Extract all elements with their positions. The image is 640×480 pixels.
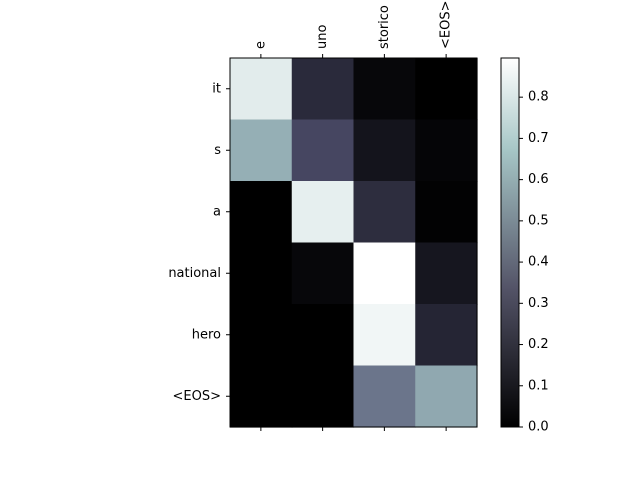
colorbar-tick-label: 0.8 xyxy=(528,90,549,105)
heatmap-cell-r4-c1 xyxy=(291,304,355,367)
y-tick-label: it xyxy=(212,81,221,96)
x-tick-label: <EOS> xyxy=(439,1,454,49)
heatmap-cell-r5-c1 xyxy=(291,365,355,428)
colorbar-tick-label: 0.1 xyxy=(528,378,549,393)
colorbar-tick-label: 0.5 xyxy=(528,213,549,228)
heatmap-cell-r4-c2 xyxy=(353,304,416,367)
heatmap-cell-r2-c3 xyxy=(415,181,478,244)
y-tick-label: <EOS> xyxy=(173,389,221,404)
y-tick-label: s xyxy=(214,143,221,158)
colorbar-tick-label: 0.2 xyxy=(528,337,549,352)
heatmap-cells xyxy=(230,58,478,428)
colorbar-tick-label: 0.4 xyxy=(528,255,549,270)
heatmap-cell-r1-c2 xyxy=(353,119,416,182)
heatmap-cell-r0-c1 xyxy=(291,58,355,121)
heatmap-cell-r3-c2 xyxy=(353,242,416,305)
heatmap-cell-r5-c3 xyxy=(415,365,478,428)
heatmap-cell-r0-c3 xyxy=(415,58,478,121)
x-tick-label: e xyxy=(253,41,268,49)
colorbar-tick-label: 0.7 xyxy=(528,131,549,146)
colorbar-tick-label: 0.6 xyxy=(528,172,549,187)
heatmap-cell-r4-c0 xyxy=(230,304,293,367)
colorbar-tick-label: 0.0 xyxy=(528,420,549,435)
x-tick-label: storico xyxy=(377,5,392,49)
heatmap-cell-r4-c3 xyxy=(415,304,478,367)
heatmap-cell-r2-c0 xyxy=(230,181,293,244)
heatmap-cell-r2-c2 xyxy=(353,181,416,244)
heatmap-cell-r1-c0 xyxy=(230,119,293,182)
colorbar-gradient xyxy=(500,57,520,428)
heatmap-cell-r3-c0 xyxy=(230,242,293,305)
y-tick-label: hero xyxy=(192,327,221,342)
x-axis-ticks: e uno storico <EOS> xyxy=(253,1,454,431)
heatmap-cell-r5-c2 xyxy=(353,365,416,428)
heatmap-cell-r2-c1 xyxy=(291,181,355,244)
heatmap-cell-r0-c2 xyxy=(353,58,416,121)
heatmap-cell-r1-c3 xyxy=(415,119,478,182)
colorbar-tick-label: 0.3 xyxy=(528,296,549,311)
heatmap-frame xyxy=(229,57,478,428)
colorbar-ticks: 0.0 0.1 0.2 0.3 0.4 0.5 0.6 0.7 0.8 xyxy=(519,90,549,435)
heatmap-cell-r0-c0 xyxy=(230,58,293,121)
y-tick-label: national xyxy=(168,266,221,281)
y-tick-label: a xyxy=(213,204,221,219)
x-tick-label: uno xyxy=(315,25,330,49)
heatmap-cell-r3-c1 xyxy=(291,242,355,305)
colorbar: 0.0 0.1 0.2 0.3 0.4 0.5 0.6 0.7 0.8 xyxy=(500,57,549,435)
heatmap-cell-r1-c1 xyxy=(291,119,355,182)
heatmap-cell-r3-c3 xyxy=(415,242,478,305)
y-axis-ticks: it s a national hero <EOS> xyxy=(168,81,230,404)
heatmap-cell-r5-c0 xyxy=(230,365,293,428)
